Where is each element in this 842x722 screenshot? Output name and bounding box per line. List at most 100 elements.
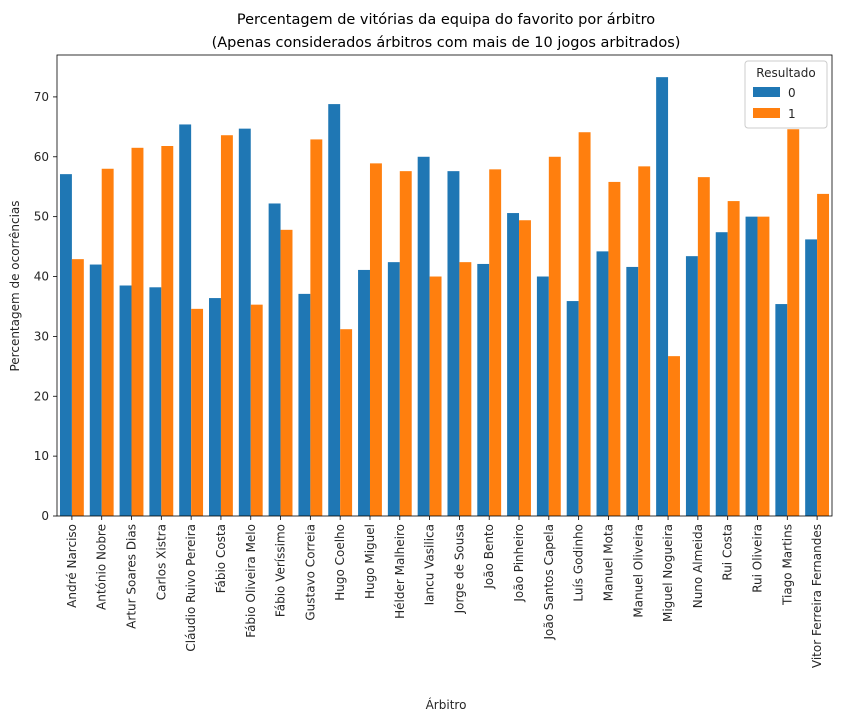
legend-swatch-0 <box>753 87 780 97</box>
legend-swatch-1 <box>753 108 780 118</box>
x-tick-label: Rui Costa <box>721 524 735 581</box>
bar-1-4 <box>191 308 204 516</box>
y-tick-label: 40 <box>34 270 49 284</box>
x-tick-label: Jorge de Sousa <box>452 524 466 614</box>
bar-1-3 <box>161 146 174 516</box>
bar-1-20 <box>668 356 680 516</box>
bar-1-7 <box>280 229 293 516</box>
y-axis: 0 10 20 30 40 50 60 70 <box>34 90 57 523</box>
y-tick-label: 20 <box>34 389 49 403</box>
bar-1-21 <box>697 177 710 516</box>
bar-0-21 <box>685 256 698 516</box>
bar-1-1 <box>101 168 114 517</box>
bar-1-23 <box>757 216 770 516</box>
bar-1-25 <box>817 193 830 517</box>
x-tick-label: Hugo Miguel <box>363 524 377 599</box>
x-tick-label: Rui Oliveira <box>750 524 764 593</box>
bar-1-2 <box>131 147 144 516</box>
x-tick-label: Tiago Martins <box>780 524 794 606</box>
bar-0-25 <box>805 239 818 516</box>
x-tick-label: Carlos Xistra <box>154 524 168 600</box>
x-tick-label: Fábio Oliveira Melo <box>244 524 258 638</box>
x-tick-label: João Pinheiro <box>512 524 526 603</box>
bar-0-18 <box>596 251 609 516</box>
x-tick-label: Fábio Costa <box>214 524 228 593</box>
x-axis-label: Árbitro <box>426 697 467 712</box>
x-tick-label: João Santos Capela <box>542 524 556 641</box>
bar-1-10 <box>369 163 382 516</box>
y-tick-label: 70 <box>34 90 49 104</box>
bar-0-15 <box>507 213 520 517</box>
bar-0-12 <box>417 156 430 516</box>
legend: Resultado 0 1 <box>744 60 828 129</box>
x-tick-label: André Narciso <box>65 524 79 608</box>
bar-1-8 <box>310 139 323 517</box>
bar-0-19 <box>626 266 639 516</box>
bar-0-13 <box>447 171 460 516</box>
bar-1-15 <box>519 220 531 516</box>
x-tick-label: Miguel Nogueira <box>661 524 675 622</box>
bar-1-9 <box>340 329 353 516</box>
x-tick-label: Nuno Almeida <box>691 524 705 608</box>
y-tick-label: 10 <box>34 449 49 463</box>
x-tick-label: Artur Soares Dias <box>125 524 139 629</box>
x-tick-label: Cláudio Ruivo Pereira <box>184 524 198 652</box>
legend-title: Resultado <box>756 66 815 80</box>
bar-1-11 <box>399 171 412 516</box>
bar-0-9 <box>328 104 341 516</box>
chart-title: Percentagem de vitórias da equipa do fav… <box>237 12 655 28</box>
bar-0-22 <box>715 232 728 517</box>
bar-0-11 <box>387 262 400 516</box>
bar-0-10 <box>358 269 370 516</box>
bar-1-13 <box>459 262 472 516</box>
bar-1-0 <box>71 259 84 516</box>
bar-0-2 <box>119 285 132 516</box>
bar-1-12 <box>429 276 442 516</box>
y-tick-label: 30 <box>34 329 49 343</box>
bar-1-18 <box>608 181 621 516</box>
bar-0-23 <box>745 216 758 516</box>
x-tick-label: Gustavo Correia <box>303 524 317 621</box>
bar-0-0 <box>59 174 72 517</box>
bar-1-24 <box>787 129 800 517</box>
x-tick-label: Manuel Mota <box>601 524 615 601</box>
legend-label-0: 0 <box>788 86 796 100</box>
bars-group <box>59 77 830 517</box>
y-tick-label: 0 <box>41 509 49 523</box>
x-tick-label: Iancu Vasilica <box>423 524 437 605</box>
bar-1-16 <box>548 156 561 516</box>
y-tick-label: 60 <box>34 150 49 164</box>
bar-0-17 <box>566 301 579 516</box>
bar-1-19 <box>638 166 651 516</box>
bar-0-3 <box>149 287 162 516</box>
x-tick-label: Manuel Oliveira <box>631 524 645 618</box>
x-tick-label: Fábio Veríssimo <box>274 524 288 617</box>
x-tick-label: Luís Godinho <box>572 524 586 602</box>
x-tick-label: João Bento <box>482 524 496 590</box>
bar-0-8 <box>298 293 311 516</box>
bar-0-20 <box>656 77 669 516</box>
x-tick-label: Vitor Ferreira Fernandes <box>810 524 824 668</box>
bar-0-5 <box>209 298 221 516</box>
chart-subtitle: (Apenas considerados árbitros com mais d… <box>212 35 681 51</box>
bar-0-14 <box>477 263 490 516</box>
y-tick-label: 50 <box>34 210 49 224</box>
x-tick-label: Hugo Coelho <box>333 524 347 601</box>
bar-1-14 <box>489 169 502 517</box>
bar-1-5 <box>220 135 233 517</box>
bar-0-4 <box>179 124 192 517</box>
bar-0-24 <box>775 304 788 516</box>
bar-1-22 <box>727 201 740 516</box>
legend-label-1: 1 <box>788 107 796 121</box>
bar-0-6 <box>238 128 251 516</box>
plot-frame <box>56 54 833 517</box>
bar-0-16 <box>536 276 549 516</box>
bar-0-7 <box>268 203 281 517</box>
x-tick-label: António Nobre <box>95 524 109 610</box>
bar-1-17 <box>578 132 591 516</box>
bar-0-1 <box>89 264 102 516</box>
x-tick-label: Hélder Malheiro <box>393 524 407 619</box>
x-axis: André Narciso António Nobre Artur Soares D… <box>65 516 824 668</box>
y-axis-label: Percentagem de ocorrências <box>8 200 22 371</box>
